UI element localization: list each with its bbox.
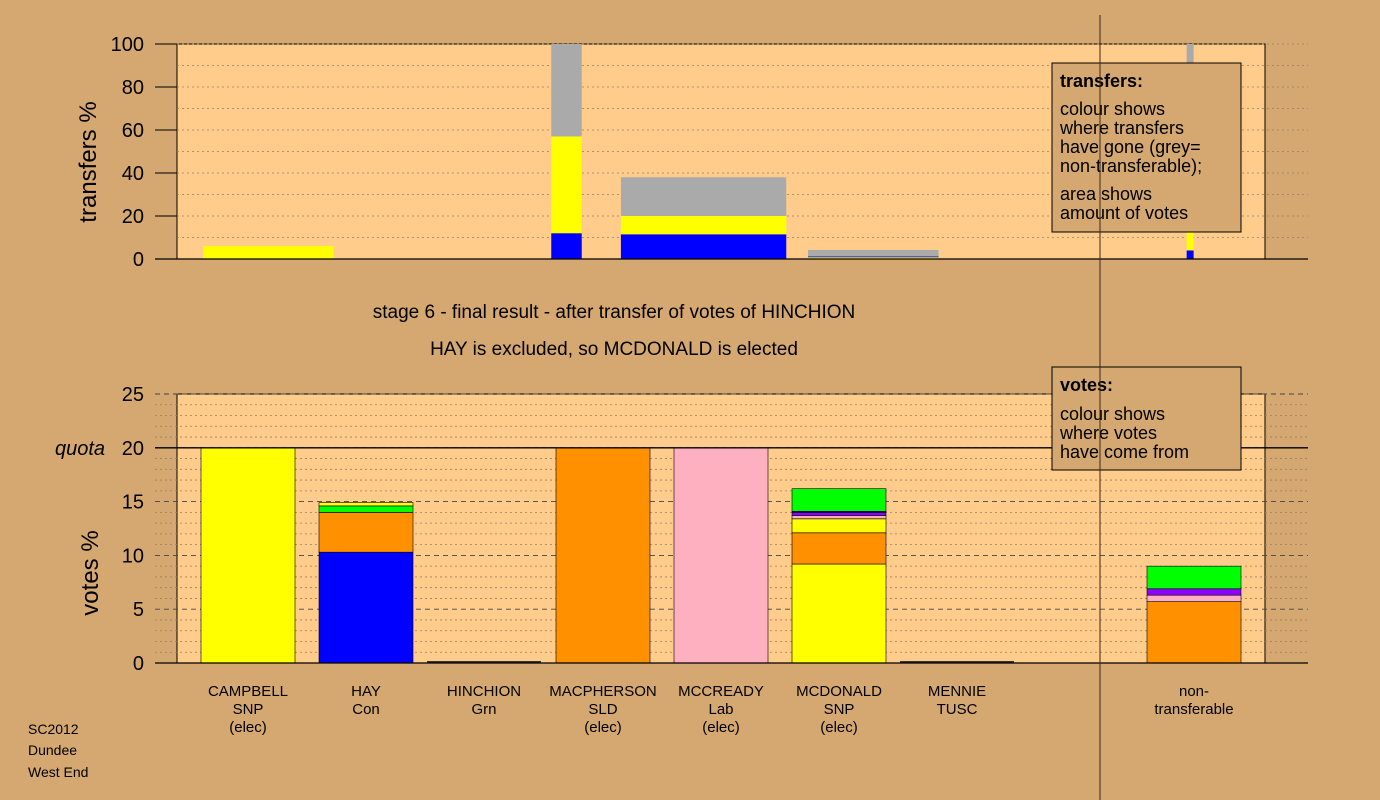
transfers-y-tick-label: 60: [122, 120, 144, 142]
transfers-legend-line-1: colour shows: [1060, 99, 1165, 119]
x-label-macpherson-0: MACPHERSON: [549, 683, 657, 700]
vote-segment-mcdonald-6: [791, 488, 887, 512]
transfer-segment-hay-col-Con: [551, 233, 582, 259]
votes-y-tick-label: 5: [133, 599, 144, 621]
x-label-mccready-0: MCCREADY: [678, 683, 764, 700]
transfer-segment-campbell-surplus-SNP: [203, 246, 334, 259]
vote-segment-mcdonald-4: [791, 512, 887, 516]
vote-segment-non--2: [1146, 588, 1242, 596]
transfer-segment-mccready-surplus-nontransferable: [808, 249, 939, 257]
vote-segment-hay-0: [318, 551, 414, 664]
footer-ward: West End: [28, 764, 88, 780]
votes-bars: [155, 447, 1308, 664]
x-label-hinchion-0: HINCHION: [447, 683, 521, 700]
votes-y-tick-label: 25: [122, 384, 144, 406]
vote-segment-mcdonald-0: [791, 563, 887, 664]
x-label-macpherson-2: (elec): [584, 719, 622, 736]
x-label-mennie-0: MENNIE: [928, 683, 986, 700]
votes-y-tick-label: 10: [122, 545, 144, 567]
vote-segment-macpherson-0: [555, 447, 651, 664]
votes-legend: votes: colour shows where votes have com…: [1051, 366, 1242, 471]
votes-legend-line-1: colour shows: [1060, 404, 1165, 424]
x-label-campbell-2: (elec): [229, 719, 267, 736]
transfer-segment-hay-col-nontransferable: [551, 44, 582, 137]
transfers-y-tick-label: 100: [111, 34, 144, 56]
stage-heading: stage 6 - final result - after transfer …: [373, 302, 856, 323]
transfers-legend-line-6: amount of votes: [1060, 203, 1188, 223]
transfer-segment-macpherson-surplus-Con: [620, 234, 787, 259]
transfers-y-tick-label: 20: [122, 206, 144, 228]
vote-segment-mcdonald-1: [791, 532, 887, 565]
transfers-legend-line-2: where transfers: [1059, 118, 1184, 138]
transfer-segment-macpherson-surplus-nontransferable: [620, 177, 787, 216]
vote-segment-mcdonald-2: [791, 518, 887, 534]
vote-segment-campbell-0: [200, 447, 296, 664]
transfer-segment-hay-col-SNP: [551, 136, 582, 234]
votes-y-ticks: 0 5 10 15 20 25: [122, 384, 144, 675]
quota-label: quota: [55, 438, 105, 460]
transfers-y-tick-label: 40: [122, 163, 144, 185]
votes-legend-line-2: where votes: [1059, 423, 1157, 443]
x-label-hinchion-1: Grn: [471, 701, 496, 718]
transfers-y-tick-label: 0: [133, 249, 144, 271]
transfers-legend: transfers: colour shows where transfers …: [1051, 62, 1242, 233]
x-label-hay-1: Con: [352, 701, 380, 718]
transfers-legend-line-4: non-transferable);: [1060, 156, 1202, 176]
votes-y-tick-label: 20: [122, 438, 144, 460]
transfer-segment-mccready-surplus-SNP: [808, 257, 939, 259]
transfers-legend-box: [1051, 62, 1242, 233]
stage-result: HAY is excluded, so MCDONALD is elected: [430, 339, 798, 360]
x-label-hay-0: HAY: [351, 683, 381, 700]
x-label-mcdonald-0: MCDONALD: [796, 683, 882, 700]
vote-segment-non--1: [1146, 594, 1242, 602]
x-label-campbell-0: CAMPBELL: [208, 683, 288, 700]
transfer-segment-mcdonald-col-Con: [1186, 250, 1194, 259]
x-label-mccready-1: Lab: [708, 701, 733, 718]
vote-segment-hay-1: [318, 512, 414, 553]
votes-y-tick-label: 15: [122, 492, 144, 514]
votes-x-labels: CAMPBELLSNP(elec)HAYConHINCHIONGrnMACPHE…: [208, 683, 1234, 736]
transfers-y-axis-label: transfers %: [75, 101, 102, 222]
x-label-non-0: non-: [1179, 683, 1209, 700]
transfer-segment-macpherson-surplus-SNP: [620, 216, 787, 235]
votes-legend-title: votes:: [1060, 375, 1113, 395]
vote-segment-hay-3: [318, 502, 414, 507]
transfers-y-ticks: 0 20 40 60 80 100: [111, 34, 1308, 271]
vote-segment-mcdonald-3: [791, 515, 887, 520]
x-label-mcdonald-2: (elec): [820, 719, 858, 736]
footer-council: Dundee: [28, 742, 77, 758]
x-label-non-1: transferable: [1154, 701, 1233, 718]
x-label-mcdonald-1: SNP: [824, 701, 855, 718]
vote-segment-mccready-0: [673, 447, 769, 664]
vote-segment-non--3: [1146, 565, 1242, 590]
vote-segment-hay-2: [318, 505, 414, 513]
votes-legend-box: [1051, 366, 1242, 471]
x-label-mennie-1: TUSC: [937, 701, 978, 718]
footer-election: SC2012: [28, 721, 79, 737]
transfers-y-tick-label: 80: [122, 77, 144, 99]
transfers-legend-line-3: have gone (grey=: [1060, 137, 1201, 157]
transfer-segment-mccready-surplus-Con: [808, 256, 939, 258]
votes-y-tick-label: 0: [133, 653, 144, 675]
x-label-campbell-1: SNP: [233, 701, 264, 718]
votes-legend-line-3: have come from: [1060, 442, 1189, 462]
transfers-legend-line-5: area shows: [1060, 184, 1152, 204]
votes-y-axis-label: votes %: [77, 530, 104, 615]
transfers-legend-title: transfers:: [1060, 71, 1143, 91]
transfers-bars: [203, 44, 1194, 259]
vote-segment-non--0: [1146, 601, 1242, 664]
transfers-chart: 0 20 40 60 80 100 transfers % transfers: colo…: [75, 34, 1308, 271]
x-label-mccready-2: (elec): [702, 719, 740, 736]
x-label-macpherson-1: SLD: [588, 701, 617, 718]
